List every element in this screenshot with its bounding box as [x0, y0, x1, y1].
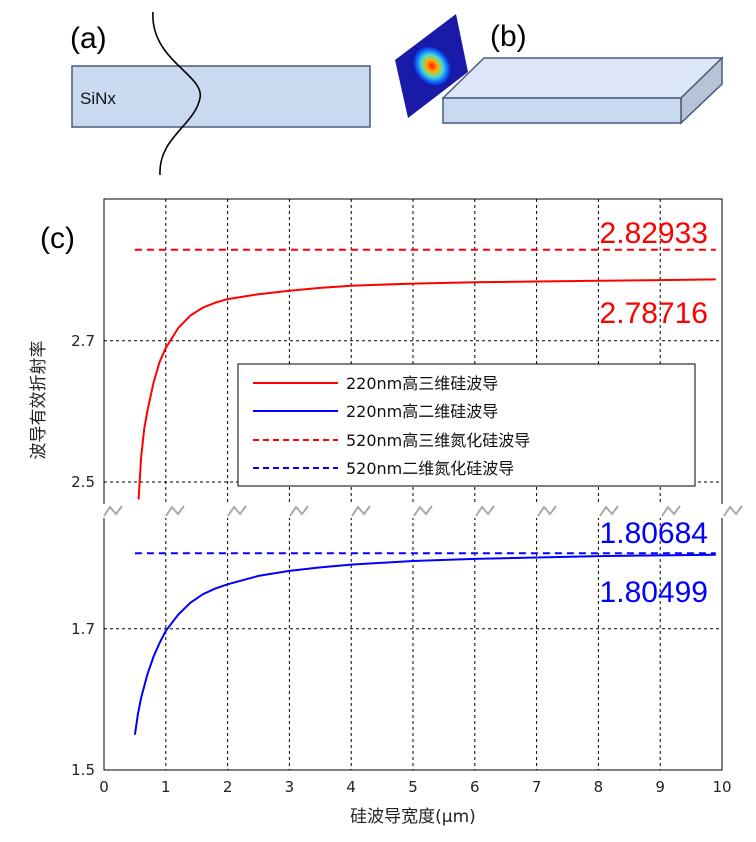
x-tick-8: 8	[594, 778, 604, 796]
panel-c-label: (c)	[40, 222, 75, 255]
x-tick-0: 0	[99, 778, 109, 796]
3d-waveguide-b	[441, 56, 724, 125]
legend-box	[237, 363, 696, 487]
slab-waveguide-a	[71, 65, 371, 128]
mode-profile-curve	[152, 11, 201, 176]
legend-entry-2: 520nm高三维氮化硅波导	[346, 431, 530, 450]
x-tick-labels: 0 1 2 3 4 5 6 7 8 9 10	[99, 778, 731, 796]
series-layer	[133, 248, 716, 735]
y-tick-2.5: 2.5	[71, 473, 95, 491]
y-axis-label: 波导有效折射率	[29, 341, 49, 460]
x-tick-9: 9	[655, 778, 665, 796]
x-axis-label: 硅波导宽度(μm)	[350, 807, 476, 827]
x-tick-2: 2	[223, 778, 233, 796]
legend-entry-3: 520nm二维氮化硅波导	[346, 459, 514, 478]
mode-field-image	[395, 14, 468, 118]
series-line-1	[133, 553, 716, 735]
legend-entry-1: 220nm高二维硅波导	[346, 402, 498, 421]
anno-2-82933: 2.82933	[600, 217, 708, 250]
y-tick-labels: 2.5 2.7 1.5 1.7	[71, 332, 95, 779]
x-tick-4: 4	[346, 778, 356, 796]
x-tick-3: 3	[285, 778, 295, 796]
break-band	[96, 504, 732, 518]
slab-label: SiNx	[80, 89, 116, 108]
panel-a-label: (a)	[70, 22, 107, 55]
series-line-0	[137, 278, 716, 500]
anno-1-80684: 1.80684	[600, 517, 708, 550]
legend-entry-0: 220nm高三维硅波导	[346, 374, 498, 393]
break-zigzag	[103, 505, 743, 517]
y-tick-2.7: 2.7	[71, 332, 95, 350]
x-tick-7: 7	[532, 778, 542, 796]
x-tick-1: 1	[161, 778, 171, 796]
legend: 220nm高三维硅波导 220nm高二维硅波导 520nm高三维氮化硅波导 52…	[237, 363, 696, 487]
x-tick-6: 6	[470, 778, 480, 796]
y-tick-1.7: 1.7	[71, 620, 95, 638]
anno-2-78716: 2.78716	[600, 297, 708, 330]
axis-break-mark	[96, 504, 743, 518]
x-tick-10: 10	[712, 778, 731, 796]
y-tick-1.5: 1.5	[71, 761, 95, 779]
anno-1-80499: 1.80499	[600, 576, 708, 609]
chart-c: 0 1 2 3 4 5 6 7 8 9 10 2.52.71.51.7 (c) 硅波导宽度(μm) …	[29, 198, 743, 827]
x-tick-5: 5	[408, 778, 418, 796]
panel-b-label: (b)	[490, 20, 527, 53]
